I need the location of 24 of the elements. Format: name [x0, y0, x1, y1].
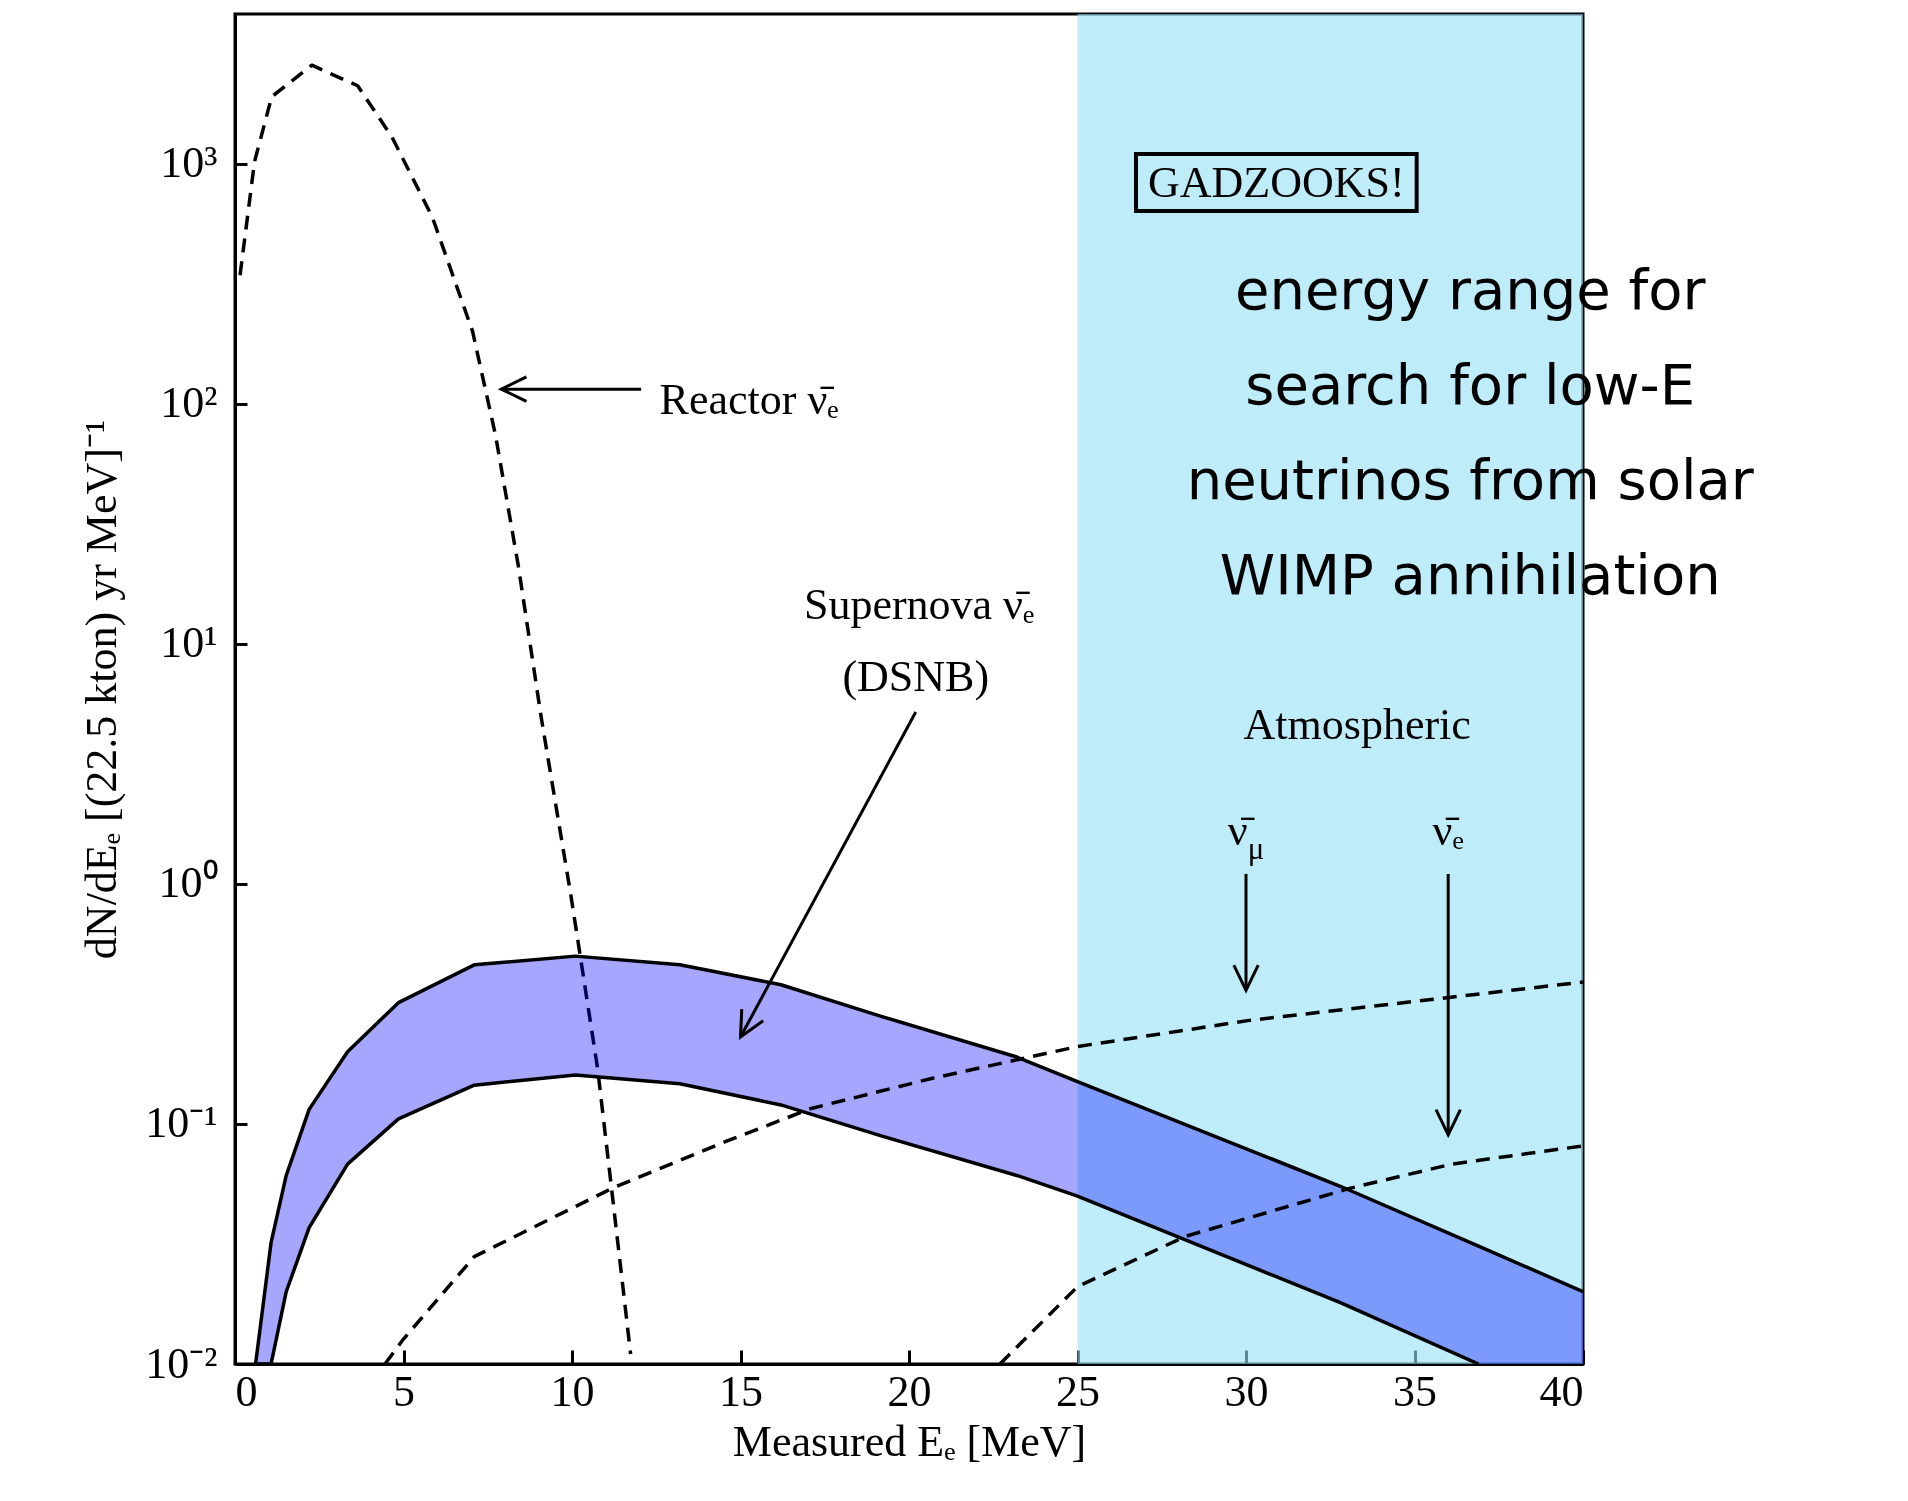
y-tick-label: 10¹	[160, 618, 218, 668]
annotation: ν̄ₑ	[1432, 805, 1464, 855]
x-tick-label: 25	[1056, 1366, 1100, 1416]
x-axis-title: Measured Eₑ [MeV]	[732, 1416, 1087, 1466]
annotation: (DSNB)	[842, 652, 990, 702]
annotation: ν̄$_{μ}$	[1227, 805, 1265, 866]
annotation: Atmospheric	[1243, 700, 1471, 750]
y-tick-label: 10⁰	[158, 858, 218, 908]
y-tick-label: 10⁻¹	[145, 1098, 218, 1148]
x-tick-label: 5	[393, 1366, 415, 1416]
x-tick-label: 10	[550, 1366, 595, 1416]
x-tick-label: 35	[1393, 1366, 1437, 1416]
x-tick-label: 15	[719, 1366, 763, 1416]
annotation: Reactor ν̄ₑ	[659, 374, 839, 424]
annotation: Supernova ν̄ₑ	[803, 579, 1035, 629]
y-axis-title: dN/dEₑ [(22.5 kton) yr MeV]⁻¹	[77, 419, 127, 960]
y-tick-label: 10⁻²	[145, 1338, 218, 1388]
y-tick-label: 10³	[160, 138, 218, 188]
x-tick-label: 30	[1224, 1366, 1269, 1416]
x-tick-label: 20	[887, 1366, 932, 1416]
x-tick-label: 0	[235, 1366, 258, 1416]
annotation: GADZOOKS!	[1148, 157, 1405, 207]
x-tick-label: 40	[1539, 1366, 1584, 1416]
y-tick-label: 10²	[160, 378, 218, 428]
